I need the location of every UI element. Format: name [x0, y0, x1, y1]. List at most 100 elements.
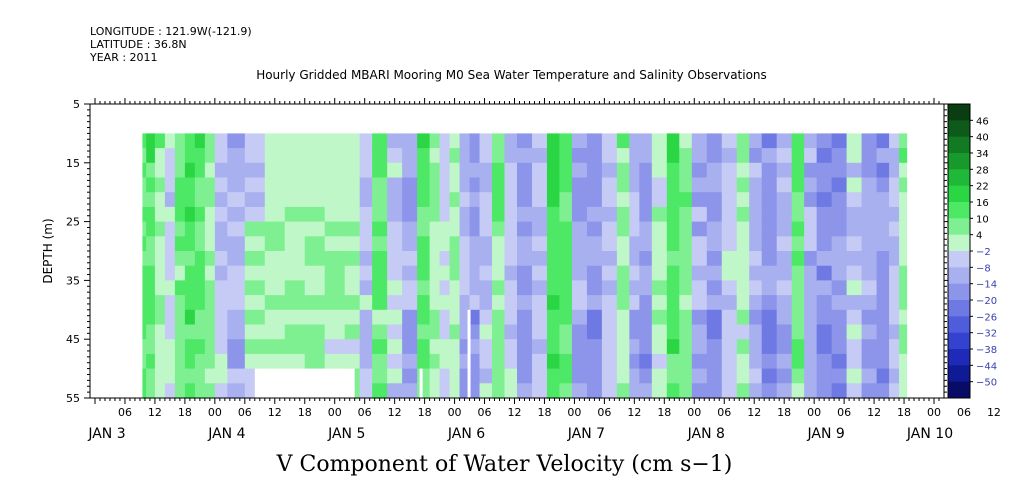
- heatmap-cell: [639, 162, 653, 179]
- heatmap-cell: [846, 353, 863, 370]
- heatmap-cell: [889, 206, 900, 223]
- heatmap-cell: [721, 265, 738, 281]
- heatmap-cell: [899, 177, 908, 193]
- heatmap-cell: [546, 324, 561, 340]
- heatmap-cell: [546, 309, 561, 326]
- heatmap-cell: [359, 162, 373, 179]
- heatmap-cell: [227, 280, 246, 296]
- heatmap-cell: [142, 192, 147, 208]
- heatmap-cell: [706, 309, 723, 326]
- heatmap-cell: [571, 309, 588, 326]
- heatmap-cell: [284, 324, 306, 340]
- heatmap-cell: [616, 309, 630, 326]
- x-date-label: JAN 9: [807, 426, 845, 442]
- heatmap-cell: [736, 133, 750, 149]
- heatmap-cell: [417, 177, 431, 193]
- x-hour-tick-label: 00: [927, 406, 941, 419]
- heatmap-cell: [227, 265, 246, 281]
- heatmap-cell: [791, 192, 805, 208]
- heatmap-cell: [679, 148, 693, 164]
- heatmap-cell: [831, 221, 848, 237]
- heatmap-cell: [479, 353, 493, 370]
- heatmap-cell: [449, 162, 461, 179]
- heatmap-cell: [417, 295, 431, 311]
- heatmap-cell: [359, 309, 373, 326]
- heatmap-cell: [184, 162, 196, 179]
- heatmap-cell: [899, 383, 908, 399]
- heatmap-cell: [601, 251, 618, 267]
- heatmap-cell: [899, 148, 908, 164]
- heatmap-cell: [174, 221, 186, 237]
- heatmap-cell: [639, 383, 653, 399]
- heatmap-cell: [629, 206, 640, 223]
- heatmap-cell: [679, 192, 693, 208]
- heatmap-cell: [184, 148, 196, 164]
- heatmap-cell: [479, 383, 493, 399]
- heatmap-cell: [154, 295, 166, 311]
- heatmap-cell: [601, 265, 618, 281]
- heatmap-cell: [264, 280, 286, 296]
- heatmap-cell: [324, 353, 346, 370]
- heatmap-cell: [439, 192, 451, 208]
- heatmap-cell: [194, 324, 206, 340]
- heatmap-cell: [546, 162, 561, 179]
- heatmap-cell: [146, 265, 156, 281]
- heatmap-cell: [876, 295, 890, 311]
- heatmap-cell: [776, 339, 793, 355]
- colorbar-swatch: [948, 283, 970, 301]
- heatmap-cell: [571, 324, 588, 340]
- heatmap-cell: [899, 368, 908, 384]
- heatmap-cell: [761, 148, 778, 164]
- heatmap-cell: [546, 383, 561, 399]
- heatmap-cell: [417, 324, 431, 340]
- heatmap-cell: [284, 148, 306, 164]
- heatmap-cell: [876, 221, 890, 237]
- heatmap-cell: [439, 280, 451, 296]
- heatmap-cell: [531, 280, 548, 296]
- colorbar-level-label: −44: [976, 361, 997, 372]
- heatmap-cell: [736, 162, 750, 179]
- heatmap-cell: [214, 177, 228, 193]
- heatmap-cell: [616, 265, 630, 281]
- heatmap-cell: [429, 162, 441, 179]
- heatmap-cell: [831, 148, 848, 164]
- heatmap-cell: [402, 324, 418, 340]
- heatmap-cell: [861, 221, 878, 237]
- heatmap-cell: [479, 148, 493, 164]
- heatmap-cell: [402, 339, 418, 355]
- heatmap-cell: [831, 177, 848, 193]
- heatmap-cell: [372, 295, 388, 311]
- heatmap-cell: [876, 251, 890, 267]
- heatmap-cell: [244, 162, 266, 179]
- heatmap-cell: [142, 295, 147, 311]
- x-hour-tick-label: 18: [298, 406, 312, 419]
- heatmap-cell: [616, 148, 630, 164]
- heatmap-cell: [629, 221, 640, 237]
- heatmap-cell: [449, 353, 461, 370]
- heatmap-cell: [214, 309, 228, 326]
- heatmap-cell: [679, 339, 693, 355]
- heatmap-cell: [761, 206, 778, 223]
- heatmap-cell: [194, 192, 206, 208]
- heatmap-cell: [559, 368, 573, 384]
- heatmap-cell: [816, 383, 833, 399]
- heatmap-cell: [691, 339, 708, 355]
- heatmap-cell: [174, 148, 186, 164]
- heatmap-cell: [559, 236, 573, 252]
- heatmap-cell: [876, 309, 890, 326]
- heatmap-cell: [227, 236, 246, 252]
- heatmap-cell: [204, 309, 216, 326]
- heatmap-cell: [559, 265, 573, 281]
- heatmap-cell: [736, 251, 750, 267]
- heatmap-cell: [184, 192, 196, 208]
- heatmap-cell: [804, 295, 818, 311]
- heatmap-cell: [402, 251, 418, 267]
- heatmap-cell: [876, 148, 890, 164]
- heatmap-cell: [889, 192, 900, 208]
- heatmap-cell: [344, 177, 361, 193]
- heatmap-cell: [372, 383, 388, 399]
- heatmap-cell: [429, 206, 441, 223]
- heatmap-cell: [616, 353, 630, 370]
- heatmap-cell: [154, 221, 166, 237]
